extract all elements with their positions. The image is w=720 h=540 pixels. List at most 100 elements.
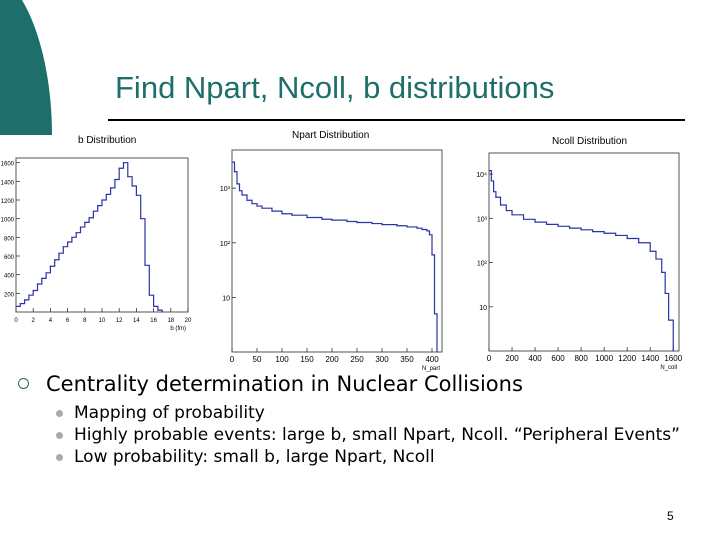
data-point — [233, 171, 236, 173]
data-point — [41, 277, 43, 279]
data-point — [118, 167, 120, 169]
data-point — [291, 214, 293, 216]
data-point — [493, 191, 495, 193]
x-tick-label: 10 — [99, 318, 106, 324]
data-point — [346, 220, 348, 223]
sub-bullet-3: Low probability: small b, large Npart, N… — [18, 446, 714, 468]
y-tick-label: 10³ — [477, 216, 488, 223]
sub-bullet-text: Low probability: small b, large Npart, N… — [74, 447, 435, 467]
data-point — [28, 294, 30, 296]
data-point — [241, 194, 243, 196]
x-tick-label: 20 — [185, 318, 192, 324]
data-point — [545, 223, 548, 225]
data-point — [101, 199, 103, 201]
sub-bullet-text: Mapping of probability — [74, 403, 265, 423]
charts-area: b Distribution 0 2 4 6 8 10 12 14 16 18 20 200 400 600… — [1, 130, 683, 372]
data-point — [131, 185, 133, 187]
data-point — [148, 294, 150, 296]
y-tick-label: 10² — [477, 261, 488, 268]
data-point — [261, 207, 263, 209]
data-point — [114, 178, 116, 181]
x-tick-label: 18 — [167, 318, 174, 324]
plot-frame — [231, 149, 443, 353]
dot-bullet-icon — [56, 454, 63, 461]
dot-bullet-icon — [56, 410, 63, 417]
data-point — [626, 237, 628, 240]
data-point — [49, 265, 52, 267]
chart-title: b Distribution — [78, 135, 136, 146]
data-point — [490, 180, 492, 182]
data-point — [495, 196, 497, 198]
data-point — [592, 231, 594, 233]
plot-frame — [15, 157, 189, 313]
data-point — [271, 210, 273, 212]
data-point — [664, 292, 666, 295]
data-point — [256, 205, 258, 207]
data-series-line — [233, 161, 438, 352]
data-point — [433, 313, 436, 315]
x-tick-label: 14 — [133, 318, 140, 324]
data-point — [649, 250, 651, 252]
sub-bullet-1: Mapping of probability — [18, 402, 714, 424]
data-point — [157, 309, 159, 311]
x-tick-label: 6 — [66, 318, 70, 324]
x-tick-label: 350 — [400, 355, 414, 364]
data-point — [505, 209, 507, 212]
data-point — [668, 319, 670, 321]
x-tick-label: 50 — [253, 355, 262, 364]
data-point — [281, 213, 283, 215]
data-point — [105, 193, 107, 195]
x-tick-label: 1200 — [618, 354, 636, 363]
data-point — [67, 241, 69, 243]
x-tick-label: 250 — [350, 355, 364, 364]
data-point — [488, 169, 491, 172]
bullet-list: Centrality determination in Nuclear Coll… — [18, 372, 718, 468]
data-point — [534, 221, 536, 223]
data-point — [381, 224, 383, 226]
x-tick-label: 200 — [505, 354, 519, 363]
data-point — [238, 190, 241, 192]
plot-frame — [488, 152, 680, 352]
data-point — [97, 205, 99, 207]
x-tick-label: 400 — [425, 355, 439, 364]
y-tick-label: 1200 — [1, 199, 15, 205]
data-point — [436, 351, 438, 353]
y-tick-label: 800 — [4, 236, 15, 242]
data-point — [638, 242, 640, 244]
x-tick-label: 0 — [230, 355, 235, 364]
data-point — [428, 234, 431, 236]
data-point — [603, 232, 605, 234]
data-point — [672, 350, 674, 352]
data-point — [92, 210, 94, 212]
y-tick-label: 1000 — [1, 218, 15, 224]
data-point — [135, 194, 137, 196]
data-point — [127, 176, 129, 178]
x-tick-label: 1600 — [664, 354, 682, 363]
data-point — [110, 187, 112, 189]
data-point — [580, 229, 582, 231]
x-tick-label: 12 — [116, 318, 123, 324]
corner-accent-shape — [0, 0, 52, 135]
y-tick-label: 10² — [220, 241, 231, 248]
x-tick-label: 0 — [487, 354, 492, 363]
main-bullet-text: Centrality determination in Nuclear Coll… — [46, 372, 523, 396]
data-point — [306, 216, 308, 219]
data-point — [499, 204, 502, 206]
x-tick-label: 100 — [275, 355, 289, 364]
data-point — [36, 283, 39, 285]
data-point — [406, 226, 408, 228]
y-tick-label: 10 — [479, 305, 487, 312]
data-point — [79, 226, 82, 228]
data-point — [321, 218, 323, 220]
data-point — [24, 299, 26, 301]
y-tick-label: 10⁴ — [476, 172, 487, 179]
data-point — [144, 264, 146, 266]
data-point — [32, 289, 34, 292]
data-point — [45, 272, 47, 274]
x-axis-label: N_coll — [660, 365, 677, 371]
x-tick-label: 8 — [83, 318, 87, 324]
data-point — [153, 305, 155, 307]
y-tick-label: 400 — [4, 274, 15, 280]
hollow-bullet-icon — [18, 378, 29, 389]
y-tick-label: 10 — [222, 295, 230, 302]
